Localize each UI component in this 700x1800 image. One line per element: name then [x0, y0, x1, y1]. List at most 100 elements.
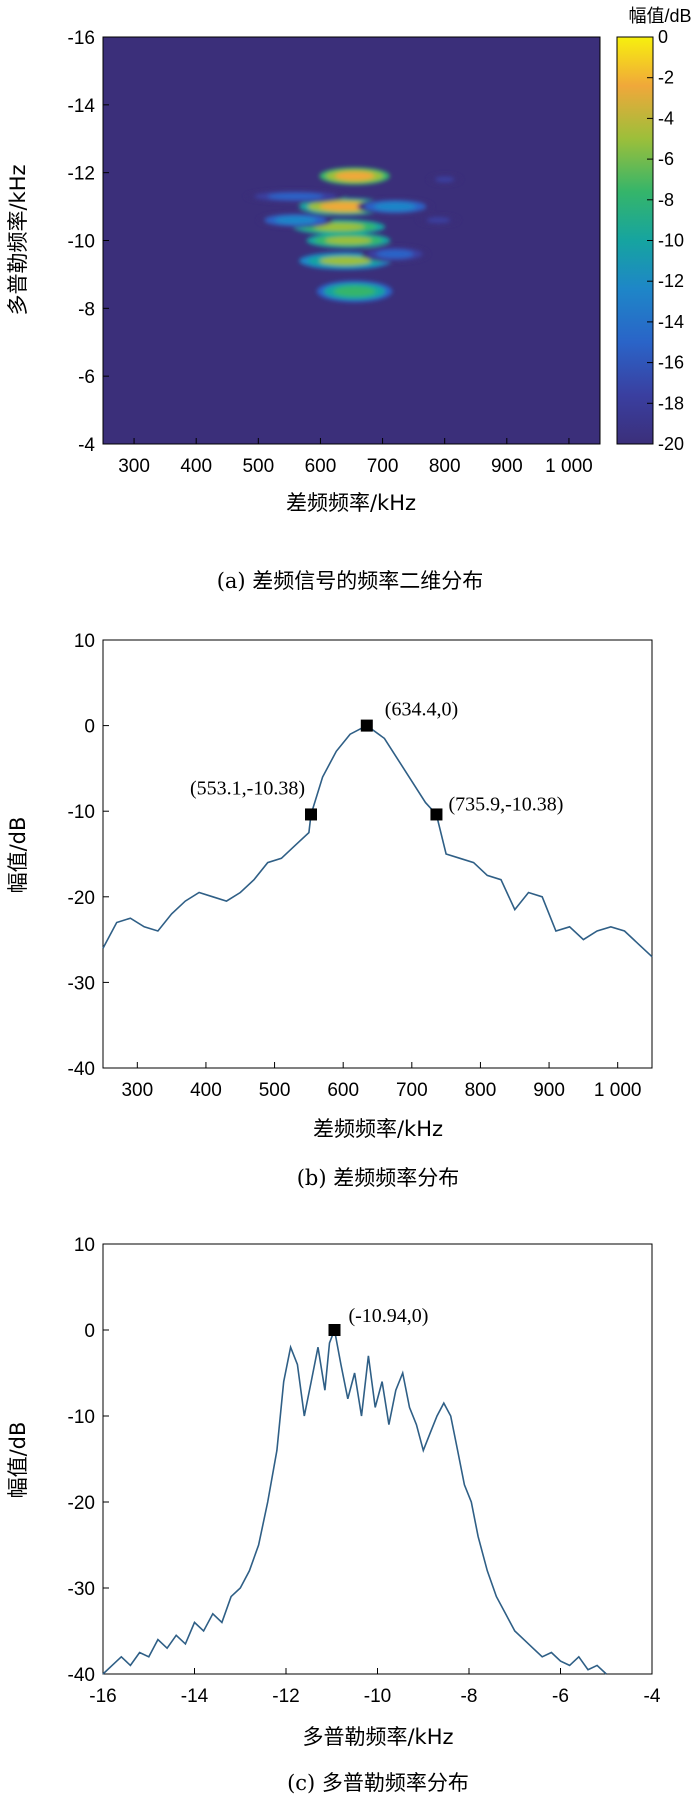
y-tick-label: -30 [68, 1579, 95, 1600]
heatmap-cell [313, 223, 365, 231]
heatmap-y-tick-label: -12 [68, 164, 95, 185]
doppler-frequency-line-chart: -16 -14 -12 -10 -8 -6 -4 10 0 -10 -20 -30 -40 (-10.… [6, 1235, 661, 1795]
data-point-marker [305, 808, 318, 821]
heatmap-x-tick-label: 500 [242, 456, 274, 477]
colorbar-label: 幅值/dB [628, 6, 691, 26]
data-point-marker [430, 808, 443, 821]
heatmap-x-axis-label: 差频频率/kHz [286, 491, 416, 515]
beat-markers: (553.1,-10.38) (634.4,0) (735.9,-10.38) [190, 699, 563, 821]
heatmap-y-tick-label: -14 [68, 96, 96, 117]
data-point-marker [360, 719, 373, 732]
y-tick-label: 0 [84, 717, 95, 738]
colorbar-tick-label: -18 [658, 393, 684, 413]
heatmap-cell [267, 193, 324, 200]
heatmap-x-tick-label: 900 [491, 456, 523, 477]
colorbar-tick-label: -8 [658, 190, 674, 210]
heatmap-cells [245, 167, 462, 303]
heatmap-cell [435, 176, 455, 183]
heatmap-cell [335, 171, 375, 181]
heatmap-cell [319, 202, 371, 211]
beat-x-ticks: 300 400 500 600 700 800 900 1 000 [121, 1062, 641, 1101]
y-tick-label: 10 [74, 631, 95, 652]
beat-series-line [102, 724, 653, 958]
heatmap-y-axis-label: 多普勒频率/kHz [6, 164, 30, 315]
heatmap-y-tick-label: -4 [78, 435, 95, 456]
y-tick-label: -40 [68, 1059, 95, 1080]
beat-x-axis-label: 差频频率/kHz [313, 1117, 443, 1141]
doppler-x-ticks: -16 -14 -12 -10 -8 -6 -4 [89, 1668, 661, 1707]
x-tick-label: 900 [533, 1080, 565, 1101]
heatmap-chart: 300 400 500 600 700 800 900 1 000 -16-14-12-10-… [6, 6, 692, 593]
doppler-markers: (-10.94,0) [328, 1305, 428, 1336]
x-tick-label: 400 [190, 1080, 222, 1101]
x-tick-label: -10 [364, 1686, 391, 1707]
x-tick-label: 1 000 [594, 1080, 642, 1101]
heatmap-x-tick-label: 800 [429, 456, 461, 477]
doppler-y-ticks: 10 0 -10 -20 -30 -40 [68, 1235, 109, 1686]
x-tick-label: -8 [461, 1686, 478, 1707]
heatmap-y-ticks: -16 -14 -12 -10 -8 -6 -4 [68, 28, 109, 456]
colorbar-tick-label: -12 [658, 271, 684, 291]
heatmap-x-ticks: 300 400 500 600 700 800 900 1 000 [118, 438, 593, 477]
data-point-marker [328, 1324, 341, 1336]
heatmap-cell [426, 217, 451, 223]
heatmap-x-tick-label: 400 [180, 456, 212, 477]
doppler-y-axis-label: 幅值/dB [6, 1422, 30, 1499]
data-point-annotation: (735.9,-10.38) [448, 793, 563, 815]
colorbar-tick-label: -20 [658, 434, 684, 454]
x-tick-label: 800 [465, 1080, 497, 1101]
beat-y-axis-label: 幅值/dB [6, 817, 30, 894]
y-tick-label: -10 [68, 802, 95, 823]
x-tick-label: -16 [89, 1686, 116, 1707]
x-tick-label: 500 [259, 1080, 291, 1101]
heatmap-cell [376, 249, 414, 259]
heatmap-y-tick-label: -10 [68, 232, 95, 253]
y-tick-label: 0 [84, 1321, 95, 1342]
x-tick-label: 300 [121, 1080, 153, 1101]
beat-caption: (b) 差频频率分布 [297, 1166, 460, 1190]
x-tick-label: 600 [327, 1080, 359, 1101]
colorbar-tick-label: -6 [658, 149, 674, 169]
y-tick-label: -40 [68, 1665, 95, 1686]
data-point-annotation: (-10.94,0) [348, 1305, 428, 1327]
beat-y-ticks: 10 0 -10 -20 -30 -40 [68, 631, 109, 1080]
y-tick-label: -30 [68, 973, 95, 994]
data-point-annotation: (553.1,-10.38) [190, 777, 305, 799]
colorbar-tick-label: -2 [658, 68, 674, 88]
heatmap-cell [333, 285, 376, 297]
y-tick-label: -20 [68, 1493, 95, 1514]
heatmap-x-tick-label: 700 [367, 456, 399, 477]
heatmap-cell [274, 216, 317, 224]
x-tick-label: -4 [644, 1686, 661, 1707]
beat-frequency-line-chart: 300 400 500 600 700 800 900 1 000 10 0 -10 -20 -30 -… [6, 631, 653, 1190]
heatmap-cell [325, 236, 372, 245]
heatmap-y-tick-label: -6 [78, 367, 95, 388]
doppler-x-axis-label: 多普勒频率/kHz [302, 1725, 453, 1749]
colorbar-tick-label: -4 [658, 108, 674, 128]
x-tick-label: -12 [272, 1686, 299, 1707]
heatmap-caption: (a) 差频信号的频率二维分布 [217, 569, 484, 593]
beat-plot-area [102, 639, 653, 1069]
doppler-series-line [102, 1327, 607, 1675]
heatmap-y-tick-label: -16 [68, 28, 95, 49]
y-tick-label: 10 [74, 1235, 95, 1256]
colorbar-tick-label: -10 [658, 231, 684, 251]
x-tick-label: -6 [552, 1686, 569, 1707]
data-point-annotation: (634.4,0) [385, 699, 458, 721]
colorbar-ticks: 0 -2 -4 -6 -8 -10 -12 -14 -16 -18 -20 [647, 27, 684, 454]
y-tick-label: -20 [68, 888, 95, 909]
colorbar-tick-label: 0 [658, 27, 668, 47]
colorbar-tick-label: -14 [658, 312, 684, 332]
heatmap-x-tick-label: 300 [118, 456, 150, 477]
x-tick-label: 700 [396, 1080, 428, 1101]
x-tick-label: -14 [181, 1686, 209, 1707]
heatmap-cell [374, 202, 416, 211]
heatmap-cell [319, 256, 371, 266]
heatmap-x-tick-label: 1 000 [545, 456, 593, 477]
y-tick-label: -10 [68, 1407, 95, 1428]
heatmap-x-tick-label: 600 [305, 456, 337, 477]
heatmap-y-tick-label: -8 [78, 299, 95, 320]
doppler-caption: (c) 多普勒频率分布 [287, 1771, 469, 1795]
colorbar-tick-label: -16 [658, 353, 684, 373]
